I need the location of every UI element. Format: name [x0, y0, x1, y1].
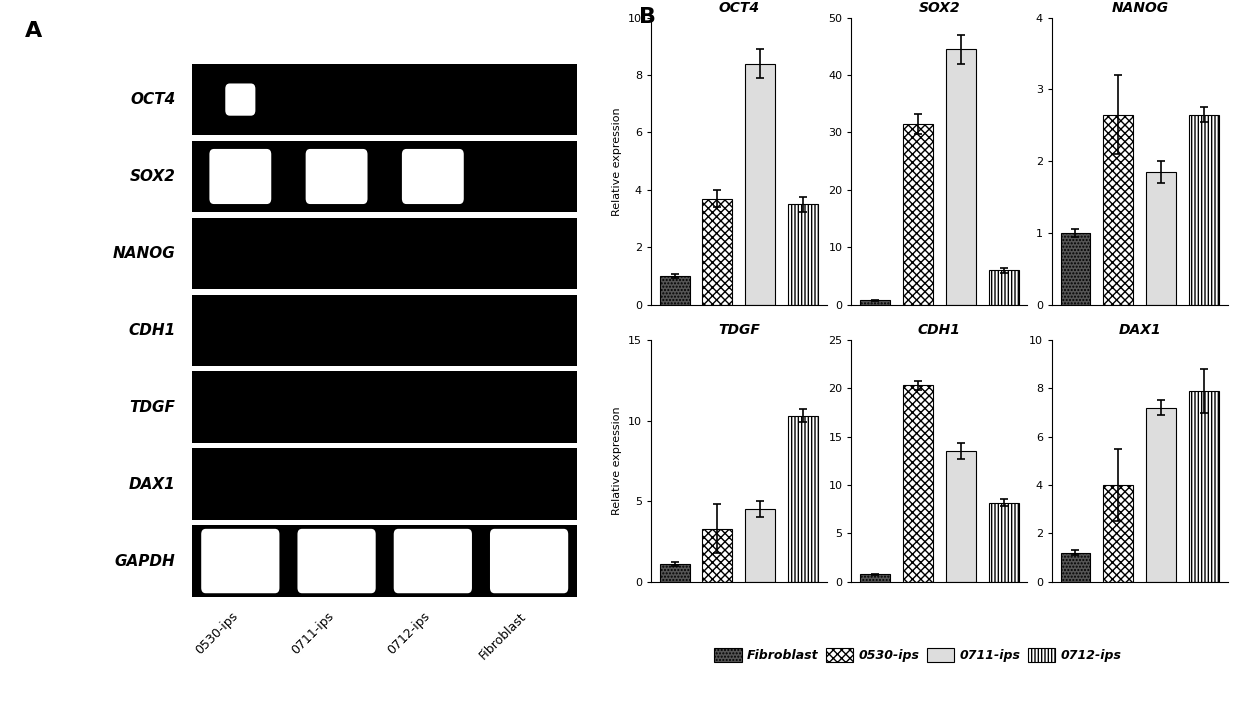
Text: Fibroblast: Fibroblast: [477, 610, 529, 662]
Bar: [861, 574, 890, 582]
FancyBboxPatch shape: [402, 149, 464, 204]
Bar: [988, 271, 1018, 305]
Bar: [192, 141, 578, 212]
Bar: [903, 124, 932, 305]
FancyBboxPatch shape: [210, 149, 272, 204]
Title: DAX1: DAX1: [1118, 323, 1161, 337]
Title: NANOG: NANOG: [1111, 1, 1168, 15]
Bar: [946, 49, 976, 305]
Legend: Fibroblast, 0530-ips, 0711-ips, 0712-ips: Fibroblast, 0530-ips, 0711-ips, 0712-ips: [714, 648, 1121, 662]
Title: TDGF: TDGF: [718, 323, 760, 337]
Bar: [1060, 233, 1090, 305]
Title: SOX2: SOX2: [919, 1, 960, 15]
Bar: [660, 276, 689, 305]
Bar: [745, 64, 775, 305]
Y-axis label: Relative expression: Relative expression: [613, 107, 622, 215]
Text: TDGF: TDGF: [130, 400, 176, 415]
Bar: [861, 300, 890, 305]
Text: OCT4: OCT4: [130, 92, 176, 107]
Bar: [702, 529, 733, 582]
Bar: [1146, 408, 1177, 582]
Text: 0530-ips: 0530-ips: [192, 610, 241, 657]
Text: A: A: [25, 21, 42, 41]
Bar: [1104, 114, 1133, 305]
Title: CDH1: CDH1: [918, 323, 961, 337]
Bar: [702, 198, 733, 305]
Bar: [903, 386, 932, 582]
Title: OCT4: OCT4: [718, 1, 759, 15]
Bar: [1060, 553, 1090, 582]
Bar: [192, 372, 578, 443]
Bar: [1146, 172, 1177, 305]
Bar: [789, 205, 818, 305]
Text: B: B: [639, 7, 656, 27]
Bar: [946, 451, 976, 582]
Text: CDH1: CDH1: [128, 323, 176, 338]
FancyBboxPatch shape: [201, 529, 279, 593]
Bar: [1189, 390, 1219, 582]
Bar: [192, 449, 578, 520]
Text: GAPDH: GAPDH: [115, 554, 176, 569]
Bar: [660, 564, 689, 582]
Text: DAX1: DAX1: [129, 477, 176, 491]
Bar: [745, 509, 775, 582]
Text: NANOG: NANOG: [113, 246, 176, 261]
Bar: [1104, 485, 1133, 582]
Y-axis label: Relative expression: Relative expression: [613, 407, 622, 515]
Bar: [988, 503, 1018, 582]
FancyBboxPatch shape: [394, 529, 472, 593]
FancyBboxPatch shape: [490, 529, 568, 593]
FancyBboxPatch shape: [305, 149, 367, 204]
Text: 0712-ips: 0712-ips: [386, 610, 433, 657]
Bar: [192, 217, 578, 290]
Bar: [1189, 114, 1219, 305]
FancyBboxPatch shape: [226, 83, 255, 116]
Bar: [192, 294, 578, 366]
Text: 0711-ips: 0711-ips: [289, 610, 336, 657]
Bar: [789, 416, 818, 582]
Text: SOX2: SOX2: [130, 169, 176, 184]
Bar: [192, 525, 578, 597]
FancyBboxPatch shape: [298, 529, 376, 593]
Bar: [192, 64, 578, 135]
